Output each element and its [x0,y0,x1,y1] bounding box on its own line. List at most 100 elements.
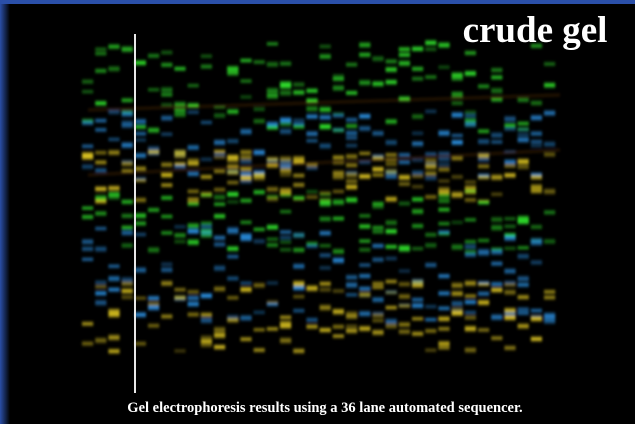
gel-band [518,220,529,224]
gel-band [214,327,225,332]
gel-band [240,282,251,284]
gel-band [359,225,370,229]
gel-band [359,215,370,217]
gel-band [306,140,317,142]
gel-band [438,131,449,136]
gel-band [518,247,529,249]
gel-band [188,240,199,245]
gel-band [306,190,317,193]
gel-band [359,311,370,316]
gel-band [108,186,119,190]
gel-band [161,88,172,93]
gel-band [438,222,449,224]
gel-band [95,119,106,122]
gel-band [386,176,397,178]
gel-band [95,227,106,229]
gel-band [240,160,251,164]
gel-band [372,131,383,135]
gel-band [254,228,265,231]
gel-band [306,288,317,291]
gel-band [491,133,502,138]
gel-band [386,197,397,201]
gel-band [174,162,185,165]
gel-band [240,155,251,160]
gel-band [399,48,410,51]
gel-band [227,109,238,113]
gel-band [148,208,159,211]
gel-band [148,54,159,57]
gel-band [518,165,529,169]
gel-band [359,248,370,251]
gel-band [214,195,225,199]
gel-band [280,168,291,172]
gel-band [95,187,106,190]
gel-band [267,195,278,198]
gel-band [438,168,449,172]
gel-band [254,61,265,64]
gel-band [372,57,383,61]
gel-band [280,194,291,197]
gel-band [478,139,489,143]
gel-band [82,215,93,219]
gel-band [531,309,542,312]
gel-band [201,344,212,346]
gel-band [346,197,357,202]
gel-band [108,67,119,71]
gel-band [491,141,502,143]
gel-band [386,80,397,84]
gel-band [306,286,317,288]
gel-band [504,173,515,177]
gel-band [491,282,502,286]
gel-band [438,66,449,68]
gel-band [333,175,344,179]
gel-band [452,92,463,94]
gel-band [201,158,212,161]
gel-band [465,253,476,256]
gel-band [108,309,119,312]
gel-band [478,252,489,255]
gel-band [452,140,463,144]
gel-band [227,159,238,162]
gel-band [346,63,357,66]
gel-band [280,84,291,89]
gel-band [82,80,93,84]
gel-band [240,316,251,321]
gel-band [452,73,463,78]
gel-band [240,221,251,224]
gel-band [161,263,172,266]
gel-band [346,136,357,140]
gel-band [386,324,397,329]
gel-band [174,288,185,291]
gel-band [491,315,502,320]
gel-band [372,314,383,318]
gel-band [518,308,529,311]
slide-title: crude gel [463,10,608,51]
gel-band [425,233,436,236]
gel-band [346,294,357,296]
gel-band [346,314,357,318]
gel-band [174,296,185,300]
gel-band [161,117,172,120]
gel-band [412,47,423,51]
gel-band [438,187,449,190]
gel-band [161,196,172,199]
gel-band [531,187,542,190]
gel-band [504,308,515,312]
gel-band [135,198,146,202]
gel-band [452,157,463,160]
gel-band [438,276,449,278]
gel-band [161,232,172,235]
gel-band [188,190,199,193]
gel-band [425,159,436,163]
gel-band [412,280,423,284]
gel-band [108,335,119,340]
gel-band [135,213,146,217]
gel-band [491,193,502,195]
gel-band [504,123,515,127]
gel-band [412,114,423,118]
gel-band [320,231,331,235]
gel-band [82,247,93,251]
gel-band [240,172,251,176]
gel-band [478,176,489,179]
gel-band [425,305,436,307]
